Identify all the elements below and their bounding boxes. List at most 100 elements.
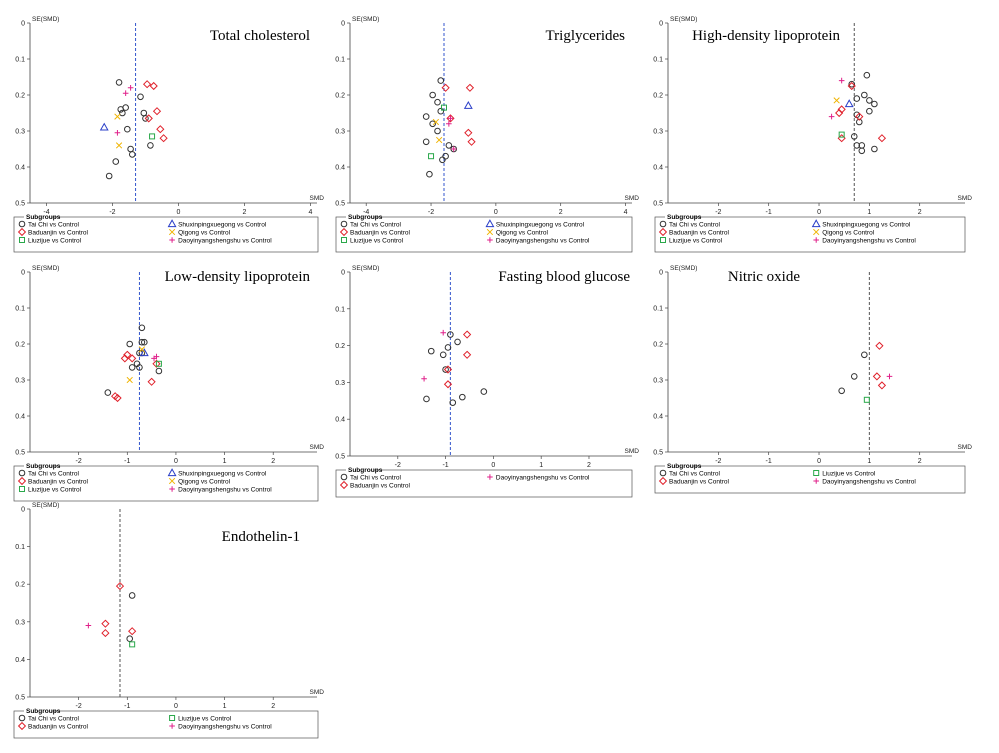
series-shuxinpingxuegong-vs-control	[139, 348, 149, 357]
data-point-tai-chi	[858, 147, 866, 155]
data-point-baduanjin	[465, 83, 475, 92]
legend-marker-baduanjin	[17, 476, 27, 486]
legend-entry: Daoyinyangshengshu vs Control	[178, 724, 272, 731]
legend-marker-qigong	[486, 228, 494, 236]
legend-box	[13, 710, 319, 739]
data-point-tai-chi	[122, 104, 129, 111]
funnel-plot-total-cholesterol: 0 0.1 0.2 0.3 0.4 0.5 -4 -2 0 2 4 SE(SMD) SMD Total c…	[13, 16, 325, 253]
legend-entry: Daoyinyangshengshu vs Control	[822, 238, 916, 245]
data-point-baduanjin	[147, 377, 156, 386]
legend-title-bg	[665, 214, 693, 220]
x-axis-label: SMD	[625, 448, 640, 455]
funnel-plot-endothelin-1: 0 0.1 0.2 0.3 0.4 0.5 -2 -1 0 1 2 SE(SMD) SMD Endothe…	[13, 502, 324, 739]
legend-marker-daoyinyangshengshu	[169, 237, 175, 243]
legend-entry: Daoyinyangshengshu vs Control	[496, 238, 590, 245]
data-point-tai-chi	[104, 389, 112, 396]
x-tick-label: -1	[124, 458, 130, 465]
x-axis-label: SMD	[958, 444, 973, 451]
data-point-tai-chi	[128, 151, 136, 158]
x-tick-label: 1	[867, 209, 871, 216]
y-tick-label: 0.1	[653, 57, 663, 64]
data-point-tai-chi	[447, 331, 454, 338]
data-point-liuzijue	[838, 131, 845, 138]
y-tick-label: 0.1	[335, 57, 345, 64]
data-point-tai-chi	[155, 367, 163, 375]
data-point-baduanjin	[441, 83, 450, 92]
x-axis-label: SMD	[310, 195, 325, 202]
data-point-baduanjin	[877, 381, 887, 390]
y-tick-label: 0.3	[335, 380, 345, 387]
x-tick-label: -4	[363, 209, 369, 216]
legend-marker-daoyinyangshengshu	[487, 474, 493, 480]
legend-entry: Qigong vs Control	[178, 230, 231, 237]
data-point-tai-chi	[426, 170, 433, 178]
series-baduanjin-vs-control	[111, 350, 161, 403]
x-tick-label: -2	[76, 458, 82, 465]
data-point-daoyinyangshengshu	[127, 85, 134, 91]
legend-entry: Tai Chi vs Control	[350, 475, 401, 482]
legend-marker-shuxinpingxuegong	[167, 219, 177, 228]
data-point-tai-chi	[147, 142, 154, 149]
data-point-baduanjin	[120, 354, 129, 363]
legend-marker-tai-chi	[659, 220, 667, 228]
y-tick-label: 0.1	[15, 544, 25, 551]
data-point-tai-chi	[861, 351, 868, 359]
legend-marker-liuzijue	[19, 237, 25, 243]
y-tick-label: 0.2	[653, 93, 663, 100]
data-point-daoyinyangshengshu	[114, 130, 121, 136]
data-point-baduanjin	[443, 365, 453, 374]
legend-marker-tai-chi	[18, 220, 26, 228]
x-tick-label: 1	[867, 458, 871, 465]
series-daoyinyangshengshu-vs-control	[886, 373, 893, 380]
y-tick-label: 0.5	[335, 454, 345, 461]
y-tick-label: 0.4	[653, 414, 663, 421]
data-point-tai-chi	[454, 338, 461, 346]
legend-entry: Qigong vs Control	[178, 479, 231, 486]
y-tick-label: 0.1	[335, 306, 345, 313]
legend-title-bg	[665, 463, 693, 469]
data-point-baduanjin	[156, 125, 165, 134]
series-liuzijue-vs-control	[155, 360, 162, 367]
legend-marker-liuzijue	[660, 237, 666, 243]
data-point-tai-chi	[480, 388, 488, 395]
y-tick-label: 0.5	[335, 201, 345, 208]
series-baduanjin-vs-control	[872, 341, 887, 390]
data-point-tai-chi	[427, 347, 435, 355]
data-point-tai-chi	[853, 142, 861, 149]
series-baduanjin-vs-control	[443, 330, 472, 389]
data-point-tai-chi	[850, 133, 858, 140]
y-tick-label: 0.4	[335, 165, 345, 172]
panel-title: Low-density lipoprotein	[165, 269, 311, 285]
data-point-baduanjin	[149, 81, 158, 91]
legend-title-bg	[346, 214, 374, 220]
data-point-baduanjin	[144, 114, 153, 123]
data-point-shuxinpingxuegong	[139, 348, 149, 357]
series-shuxinpingxuegong-vs-control	[99, 122, 109, 131]
legend-marker-qigong	[813, 228, 820, 236]
data-point-tai-chi	[459, 393, 466, 401]
data-point-qigong	[126, 376, 133, 384]
legend-entry: Tai Chi vs Control	[669, 471, 720, 478]
legend-entry: Daoyinyangshengshu vs Control	[178, 487, 272, 494]
y-tick-label: 0.4	[335, 417, 345, 424]
data-point-tai-chi	[138, 324, 146, 332]
legend-box	[335, 216, 633, 253]
x-tick-label: 1	[223, 458, 227, 465]
y-tick-label: 0.2	[15, 582, 25, 589]
data-point-liuzijue	[863, 396, 870, 403]
funnel-plot-low-density-lipoprotein: 0 0.1 0.2 0.3 0.4 0.5 -2 -1 0 1 2 SE(SMD) SMD Low-den…	[13, 265, 325, 502]
y-tick-label: 0	[341, 270, 345, 277]
data-point-daoyinyangshengshu	[886, 373, 893, 380]
data-point-tai-chi	[138, 338, 146, 346]
series-qigong-vs-control	[432, 118, 443, 144]
y-axis-label: SE(SMD)	[32, 16, 59, 23]
series-shuxinpingxuegong-vs-control	[463, 100, 473, 109]
x-axis-label: SMD	[310, 444, 325, 451]
data-point-qigong	[432, 118, 440, 126]
y-tick-label: 0.2	[15, 93, 25, 100]
y-tick-label: 0.4	[15, 165, 25, 172]
legend-marker-baduanjin	[658, 476, 668, 486]
series-qigong-vs-control	[126, 346, 146, 384]
